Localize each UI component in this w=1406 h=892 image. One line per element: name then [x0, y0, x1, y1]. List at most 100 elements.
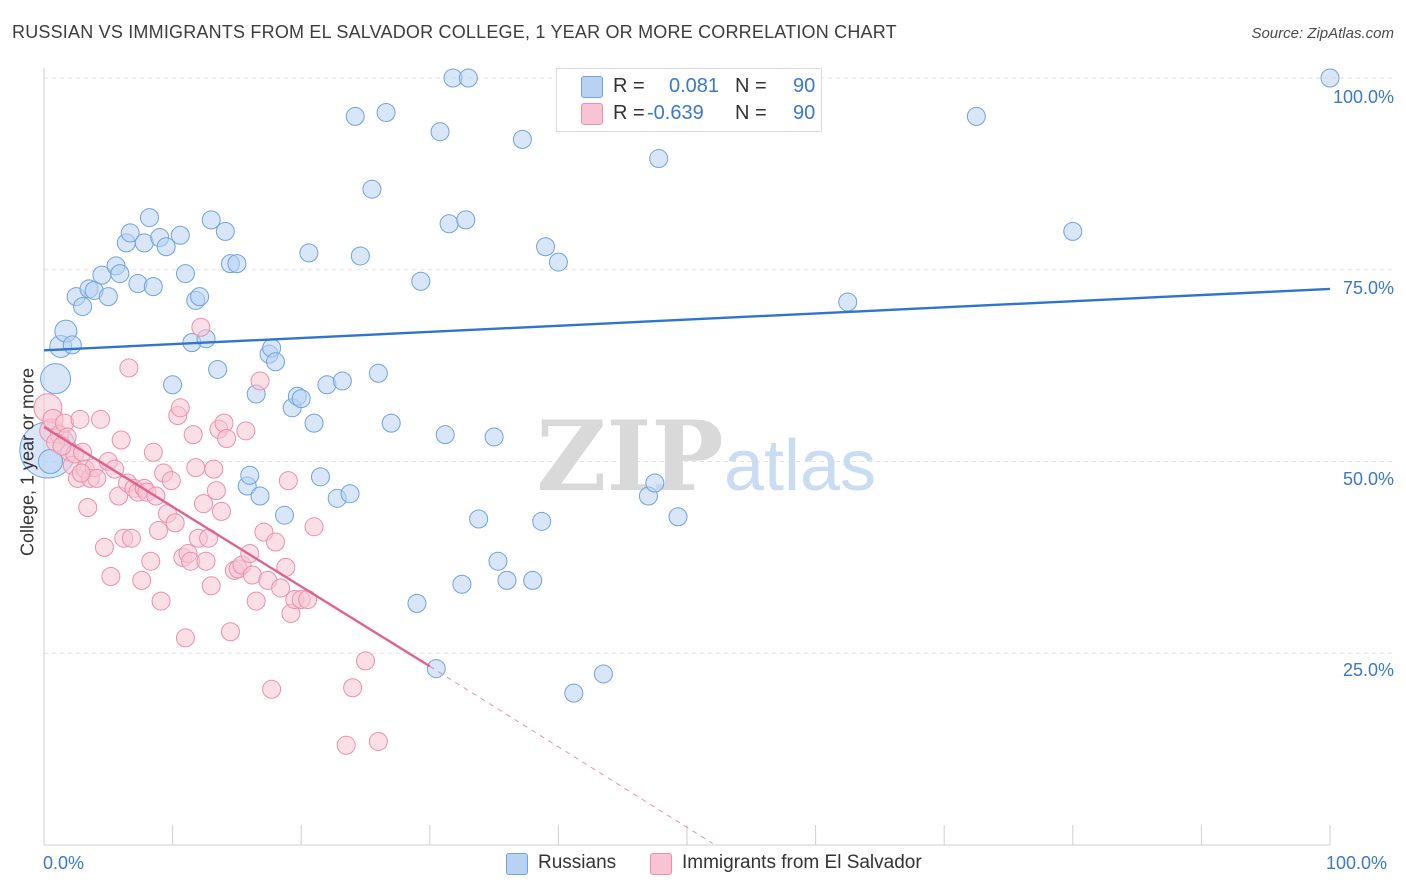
watermark-atlas: atlas: [724, 426, 876, 506]
el-salvador-point: [161, 471, 181, 491]
russians-point: [73, 297, 93, 317]
source-label: Source: ZipAtlas.com: [1251, 25, 1394, 42]
legend-swatch-russians: [581, 76, 603, 98]
el-salvador-point: [278, 471, 298, 491]
russians-point: [250, 486, 270, 506]
el-salvador-point: [265, 532, 285, 552]
russians-point: [536, 237, 556, 257]
legend-r-label: R =: [613, 75, 645, 97]
legend-n-value: 90: [793, 75, 816, 97]
el-salvador-point: [175, 628, 195, 648]
russians-point: [40, 363, 72, 395]
el-salvador-point: [217, 428, 237, 448]
russians-point: [411, 271, 431, 291]
el-salvador-point: [343, 678, 363, 698]
russians-point: [215, 221, 235, 241]
russians-point: [345, 106, 365, 126]
russians-point: [240, 465, 260, 485]
el-salvador-point: [196, 551, 216, 571]
russians-point: [227, 254, 247, 274]
russians-point: [645, 473, 665, 493]
russians-point: [484, 427, 504, 447]
el-salvador-point: [151, 591, 171, 611]
russians-point: [156, 237, 176, 257]
russians-point: [435, 425, 455, 445]
legend-swatch-el-salvador: [581, 103, 603, 125]
el-salvador-point: [191, 317, 211, 337]
el-salvador-point: [109, 486, 129, 506]
russians-point: [532, 511, 552, 531]
russians-trend-line: [43, 287, 1331, 352]
el-salvador-point: [204, 459, 224, 479]
russians-point: [439, 214, 459, 234]
russians-point: [469, 509, 489, 529]
russians-point: [564, 683, 584, 703]
russians-point: [201, 210, 221, 230]
el-salvador-point: [52, 436, 72, 456]
russians-point: [1063, 221, 1083, 241]
el-salvador-point: [211, 501, 231, 521]
el-salvador-point: [71, 463, 91, 483]
russians-point: [208, 359, 228, 379]
legend-row-russians: R = 0.081 N = 90: [581, 74, 821, 100]
el-salvador-point: [94, 537, 114, 557]
legend-r-value: -0.639: [647, 102, 704, 124]
y-axis-label: College, 1 year or more: [17, 367, 38, 557]
bottom-legend-swatch-russians: [506, 853, 528, 875]
russians-point: [120, 223, 140, 243]
russians-point: [426, 659, 446, 679]
russians-point: [593, 664, 613, 684]
x-tick-label-max: 100.0%: [1326, 853, 1388, 873]
y-tick-label-100: 100.0%: [1332, 87, 1394, 107]
russians-point: [512, 129, 532, 149]
bottom-legend-swatch-el-salvador: [650, 853, 672, 875]
y-tick-label-75: 75.0%: [1342, 278, 1394, 298]
legend-r-value: 0.081: [669, 75, 720, 97]
el-salvador-point: [78, 498, 98, 518]
russians-point: [362, 179, 382, 199]
el-salvador-point: [336, 735, 356, 755]
el-salvador-point: [119, 358, 139, 378]
russians-point: [838, 292, 858, 312]
el-salvador-point: [165, 513, 185, 533]
el-salvador-point: [236, 421, 256, 441]
russians-point: [1320, 68, 1340, 88]
el-salvador-point: [111, 430, 131, 450]
russians-point: [291, 389, 311, 409]
russians-point: [649, 149, 669, 169]
el-salvador-point: [246, 591, 266, 611]
el-salvador-point: [262, 679, 282, 699]
el-salvador-point: [271, 578, 291, 598]
russians-point: [299, 243, 319, 263]
correlation-legend: R = 0.081 N = 90 R = -0.639 N = 90: [556, 68, 822, 132]
x-tick-label-min: 0.0%: [43, 853, 85, 873]
russians-point: [350, 246, 370, 266]
russians-point: [128, 274, 148, 294]
el-salvador-point: [101, 567, 121, 587]
russians-point: [430, 122, 450, 142]
el-salvador-point: [304, 517, 324, 537]
russians-point: [143, 277, 163, 297]
el-salvador-trend-line: [43, 425, 431, 668]
russians-point: [139, 208, 159, 228]
russians-point: [163, 375, 183, 395]
russians-point: [376, 103, 396, 123]
el-salvador-point: [170, 398, 190, 418]
russians-point: [304, 413, 324, 433]
russians-point: [368, 363, 388, 383]
el-salvador-point: [141, 551, 161, 571]
russians-point: [265, 352, 285, 372]
el-salvador-point: [368, 731, 388, 751]
russians-point: [548, 252, 568, 272]
russians-point: [110, 264, 130, 284]
el-salvador-point: [70, 409, 90, 429]
el-salvador-point: [356, 651, 375, 671]
russians-point: [456, 210, 476, 230]
el-salvador-point: [148, 521, 168, 541]
russians-point: [274, 505, 294, 525]
el-salvador-point: [250, 371, 270, 391]
russians-point: [966, 106, 986, 126]
russians-point: [407, 593, 427, 613]
russians-point: [332, 371, 352, 391]
legend-n-label: N =: [735, 75, 767, 97]
